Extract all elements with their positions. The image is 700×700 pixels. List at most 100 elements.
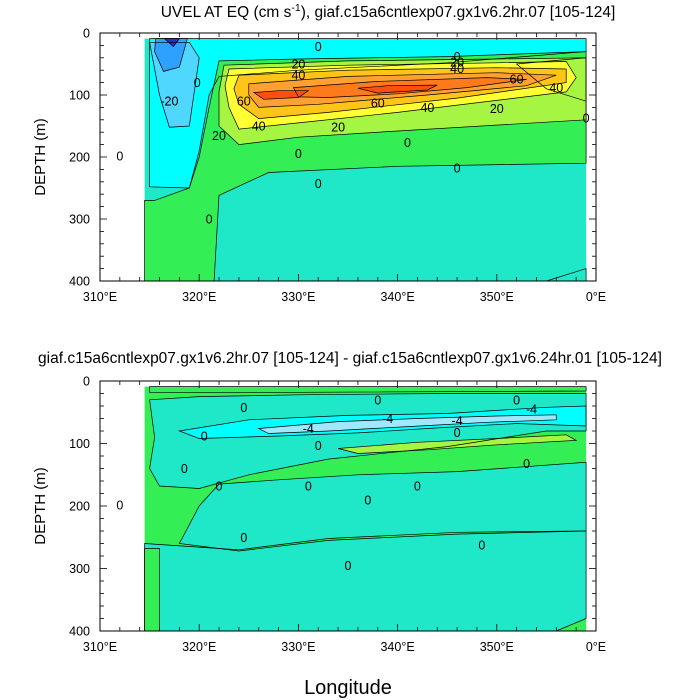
p1-ytick-label: 200 — [69, 151, 90, 165]
p2-region-top-green-strip — [149, 386, 587, 393]
p1-contour-line-eucore-green — [144, 51, 587, 282]
p2-contour-line-minus4-core — [257, 414, 557, 434]
p2-contour-label-10: 0 — [523, 457, 530, 471]
p1-contour-line-eucore-red-orange-1 — [252, 90, 310, 100]
p2-contour-line-negative-lower — [178, 461, 587, 551]
p2-contour-line-top-green-strip — [149, 386, 587, 393]
p1-contour-label-3: 20 — [450, 56, 464, 70]
p2-contour-line-positive-lime — [338, 434, 578, 454]
p1-contour-label-21: 0 — [315, 177, 322, 191]
p1-contour-label-23: 0 — [206, 213, 213, 227]
p2-contour-label-11: 0 — [181, 462, 188, 476]
panel2-y-axis-label: DEPTH (m) — [32, 467, 49, 545]
p1-contour-label-12: 40 — [252, 120, 266, 134]
p1-contour-label-10: 40 — [420, 101, 434, 115]
p2-contour-label-12: 0 — [216, 480, 223, 494]
p2-xtick-label: 0°E — [586, 640, 606, 654]
p1-ytick-label: 100 — [69, 89, 90, 103]
p2-contour-label-18: 0 — [478, 538, 485, 552]
panel1-y-axis-label: DEPTH (m) — [32, 118, 49, 196]
panel1-title: UVEL AT EQ (cm s-1), giaf.c15a6cntlexp07… — [161, 2, 616, 21]
p1-contour-line-eucore-dark-orange — [292, 77, 527, 98]
p2-region-negative-lower — [179, 462, 587, 550]
p1-contour-label-13: 20 — [331, 121, 345, 135]
p2-contour-label-5: -4 — [452, 414, 463, 428]
panel2-axis-ticks: 310°E 320°E 330°E 340°E 350°E 0°E 0 100 200 300 40… — [69, 375, 606, 655]
p1-contour-label-11: 20 — [490, 102, 504, 116]
p1-contour-label-1: 0 — [454, 50, 461, 64]
p1-contour-line-westward-cyan — [149, 38, 587, 189]
p2-ytick-label: 400 — [69, 625, 90, 639]
panel2-title: giaf.c15a6cntlexp07.gx1v6.2hr.07 [105-12… — [38, 350, 662, 367]
p2-contour-label-6: -4 — [303, 422, 314, 436]
p2-contour-label-13: 0 — [305, 480, 312, 494]
p2-contour-label-4: -4 — [382, 412, 393, 426]
p1-contour-label-9: 60 — [371, 97, 385, 111]
p1-contour-label-17: 0 — [583, 111, 590, 125]
p2-contour-line-negative-zone — [149, 393, 587, 489]
p1-contour-label-16: 0 — [194, 76, 201, 90]
p2-ytick-label: 200 — [69, 500, 90, 514]
p1-ytick-label: 400 — [69, 275, 90, 289]
p2-contour-label-2: 0 — [513, 393, 520, 407]
p2-contour-line-bright-band — [178, 405, 587, 439]
p1-contour-line-eucore-orange — [248, 72, 557, 108]
p1-contour-label-22: 0 — [116, 149, 123, 163]
p2-ytick-label: 300 — [69, 562, 90, 576]
p2-contour-label-1: 0 — [374, 393, 381, 407]
p1-contour-label-0: 0 — [315, 40, 322, 54]
p2-xtick-label: 340°E — [380, 640, 414, 654]
p1-region-westward-blue — [154, 38, 188, 72]
panel1-contour-fills — [144, 38, 587, 281]
panel1-axis-ticks: 310°E 320°E 330°E 340°E 350°E 0°E010020030040… — [69, 27, 606, 305]
p1-contour-line-eucore-gold — [233, 67, 567, 119]
x-axis-label: Longitude — [304, 677, 392, 699]
p2-contour-label-17: 0 — [240, 531, 247, 545]
p1-contour-label-20: 0 — [454, 162, 461, 176]
p2-contour-label-16: 0 — [116, 498, 123, 512]
p1-contour-label-8: 60 — [237, 95, 251, 109]
p2-contour-label-8: 0 — [201, 430, 208, 444]
p2-contour-label-14: 0 — [414, 480, 421, 494]
p1-contour-label-5: 40 — [450, 62, 464, 76]
p1-xtick-label: 310°E — [83, 290, 117, 304]
p1-contour-label-18: 0 — [404, 136, 411, 150]
p2-region-deep-green-left — [144, 548, 160, 631]
p1-contour-line-eucore-yellow — [224, 61, 577, 130]
p2-region-minus4-core — [258, 414, 557, 434]
p2-contour-label-19: 0 — [345, 559, 352, 573]
p2-contour-label-9: 0 — [315, 439, 322, 453]
p2-region-deep-aqua — [144, 531, 587, 631]
p2-contour-label-0: 0 — [240, 401, 247, 415]
p2-ytick-label: 100 — [69, 437, 90, 451]
p1-contour-label-19: 0 — [295, 147, 302, 161]
p1-contour-label-7: 40 — [549, 81, 563, 95]
p2-xtick-label: 310°E — [83, 640, 117, 654]
p1-contour-label-14: 20 — [212, 129, 226, 143]
p1-contour-line-westward-dark-blue — [163, 38, 181, 48]
p2-xtick-label: 320°E — [182, 640, 216, 654]
p2-contour-label-15: 0 — [364, 493, 371, 507]
p1-region-eucore-red-orange-2 — [357, 85, 438, 94]
p1-contour-label-4: 40 — [291, 69, 305, 83]
p2-xtick-label: 350°E — [480, 640, 514, 654]
p1-xtick-label: 340°E — [380, 290, 414, 304]
p2-region-positive-lime — [338, 434, 577, 454]
p1-xtick-label: 0°E — [586, 290, 606, 304]
p1-xtick-label: 320°E — [182, 290, 216, 304]
p2-ytick-label: 0 — [83, 375, 90, 389]
p2-contour-label-7: 0 — [454, 426, 461, 440]
p1-contour-label-15: -20 — [160, 95, 178, 109]
p1-ytick-label: 0 — [83, 27, 90, 41]
p2-contour-label-3: -4 — [526, 403, 537, 417]
p1-contour-line-eucore-lime — [218, 57, 587, 145]
p1-xtick-label: 350°E — [480, 290, 514, 304]
panel1-contour-lines — [144, 38, 587, 282]
panel2-contour-fills — [144, 386, 587, 631]
p1-contour-label-2: 20 — [291, 58, 305, 72]
p1-contour-line-westward-light-blue — [149, 41, 200, 128]
p1-contour-line-eucore-red-orange-2 — [357, 84, 438, 94]
